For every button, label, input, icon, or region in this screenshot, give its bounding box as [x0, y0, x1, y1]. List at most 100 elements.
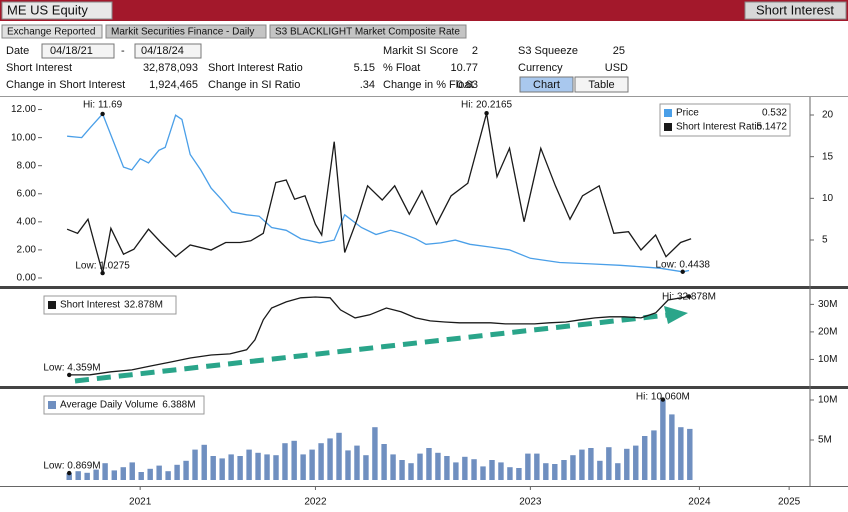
volume-bar	[579, 449, 585, 480]
y-tick-label: 8.00	[17, 160, 37, 171]
extreme-point	[100, 111, 105, 117]
extreme-label: Hi: 32.878M	[662, 292, 716, 303]
legend-swatch	[664, 109, 672, 117]
field-value: 1,924,465	[149, 79, 198, 91]
trend-arrow-head	[664, 306, 688, 324]
field-value: .34	[360, 79, 375, 91]
date-from-box[interactable]	[41, 43, 115, 59]
volume-bar	[120, 467, 126, 480]
extreme-label: Low: 0.869M	[43, 461, 100, 472]
panel-separator	[0, 286, 848, 289]
field-label: Short Interest	[6, 62, 72, 74]
volume-bar	[228, 454, 234, 480]
volume-bar	[570, 455, 576, 480]
field-label: % Float	[383, 62, 420, 74]
volume-bar	[444, 456, 450, 480]
volume-bar	[408, 463, 414, 480]
volume-bar	[606, 447, 612, 480]
date-label: Date	[6, 45, 29, 57]
volume-bar	[84, 472, 90, 480]
volume-bar	[66, 473, 72, 480]
series-line	[67, 112, 690, 273]
extreme-point	[660, 397, 666, 402]
volume-bar	[480, 466, 486, 480]
field-label: Change in Short Interest	[6, 79, 125, 91]
volume-bar	[534, 453, 540, 480]
field-label: S3 Squeeze	[518, 45, 578, 57]
volume-bar	[93, 469, 99, 480]
volume-bar	[300, 454, 306, 480]
ticker: ME US Equity	[7, 2, 88, 17]
y-tick-label: 30M	[818, 299, 837, 310]
volume-bar	[525, 453, 531, 480]
extreme-label: Hi: 10.060M	[636, 392, 690, 403]
ticker-box[interactable]	[1, 1, 113, 20]
legend-label: Price	[676, 108, 699, 119]
volume-bar	[417, 453, 423, 480]
volume-bar	[543, 463, 549, 480]
legend-swatch	[664, 123, 672, 131]
field-value: 25	[613, 45, 625, 57]
tab-label: Exchange Reported	[7, 27, 95, 38]
x-tick-label: 2025	[778, 497, 801, 508]
field-value: 32,878,093	[143, 62, 198, 74]
volume-bar	[201, 444, 207, 480]
legend-value: 32.878M	[124, 300, 163, 311]
view-button[interactable]	[519, 76, 574, 93]
extreme-label: Low: 0.4438	[655, 259, 710, 270]
date-from: 04/18/21	[50, 45, 93, 57]
volume-bar	[318, 443, 324, 480]
volume-bar	[471, 459, 477, 480]
volume-bar	[678, 427, 684, 480]
extreme-point	[100, 270, 105, 276]
legend-swatch	[48, 401, 56, 409]
volume-bar	[435, 452, 441, 480]
volume-bar	[336, 432, 342, 480]
legend-value: 5.1472	[756, 122, 787, 133]
function-name: Short Interest	[756, 2, 834, 17]
volume-bar	[192, 449, 198, 480]
volume-bar	[138, 472, 144, 480]
x-tick-label: 2022	[304, 497, 327, 508]
volume-bar	[75, 471, 81, 480]
y2-tick-label: 15	[822, 151, 834, 162]
y-tick-label: 12.00	[11, 104, 36, 115]
volume-bar	[651, 430, 657, 480]
volume-bar	[561, 460, 567, 480]
volume-bar	[381, 444, 387, 480]
tab[interactable]	[269, 24, 467, 39]
x-tick-label: 2021	[129, 497, 152, 508]
tab[interactable]	[105, 24, 267, 39]
legend-label: Short Interest	[60, 300, 120, 311]
volume-bar	[552, 464, 558, 480]
extreme-label: Hi: 11.69	[83, 100, 123, 111]
field-label: Currency	[518, 62, 563, 74]
extreme-point	[686, 294, 692, 299]
volume-bar	[309, 449, 315, 480]
volume-bar	[516, 468, 522, 480]
function-box	[744, 1, 847, 20]
legend-box	[43, 295, 177, 315]
view-button-label: Table	[588, 79, 614, 91]
volume-bar	[210, 456, 216, 480]
volume-bar	[102, 463, 108, 480]
volume-bar	[327, 438, 333, 480]
volume-bar	[111, 470, 117, 480]
field-value: 10.77	[450, 62, 478, 74]
date-to-box[interactable]	[134, 43, 202, 59]
header-bar	[0, 0, 848, 21]
view-button[interactable]	[574, 76, 629, 93]
extreme-label: Low: 4.359M	[43, 363, 100, 374]
volume-bar	[147, 468, 153, 480]
volume-bar	[399, 460, 405, 480]
volume-bar	[345, 450, 351, 480]
tab[interactable]	[1, 24, 103, 39]
volume-bar	[246, 449, 252, 480]
volume-bar	[282, 443, 288, 480]
y-tick-label: 2.00	[17, 245, 37, 256]
field-value: 0.63	[457, 79, 478, 91]
field-label: Change in % Float	[383, 79, 474, 91]
